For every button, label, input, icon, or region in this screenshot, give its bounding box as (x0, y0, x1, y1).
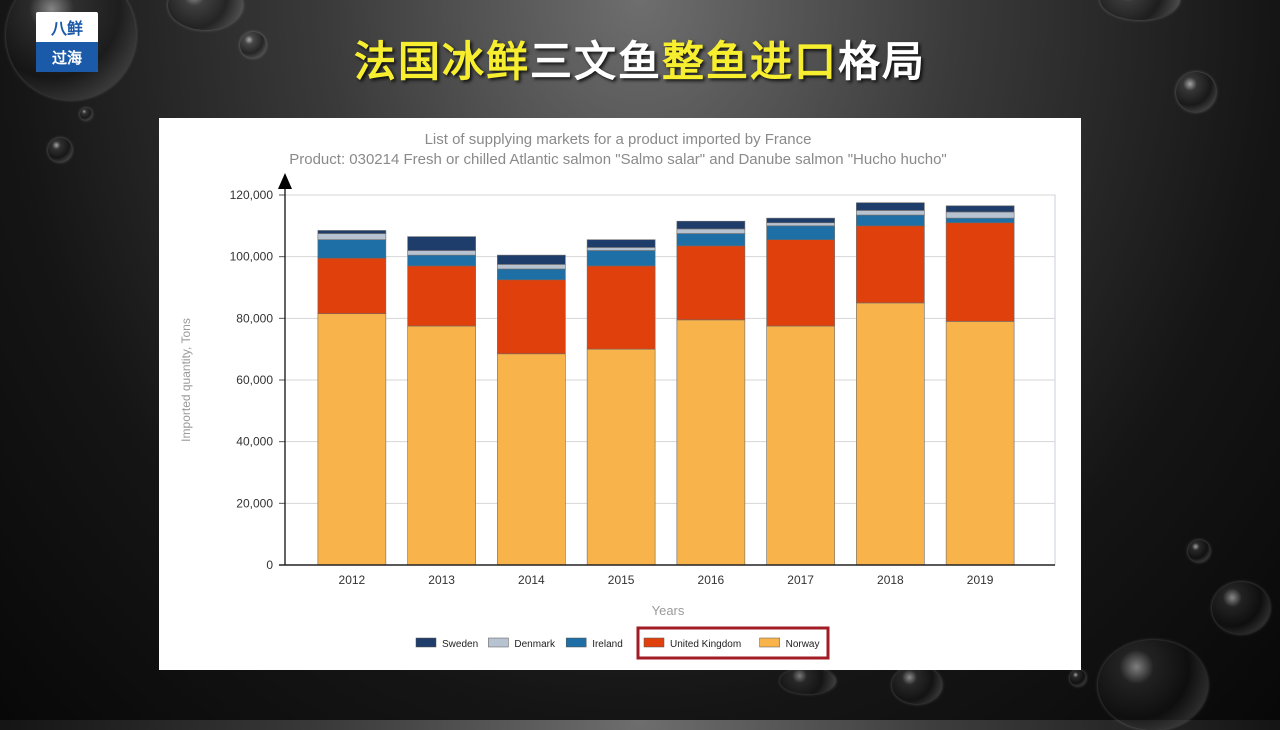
bar-segment-united-kingdom (317, 257, 387, 315)
legend-label: Sweden (442, 639, 478, 650)
y-tick-label: 40,000 (236, 435, 273, 449)
bar-segment-sweden (586, 239, 656, 248)
chart-subtitle: Product: 030214 Fresh or chilled Atlanti… (289, 151, 947, 168)
decorative-bubble (1098, 640, 1208, 730)
legend-swatch (643, 637, 665, 648)
legend-swatch (488, 637, 509, 648)
y-tick-label: 60,000 (236, 373, 273, 387)
decorative-bubble (80, 108, 92, 120)
stacked-bar-chart: List of supplying markets for a product … (179, 131, 1056, 660)
x-tick-label: 2019 (967, 573, 994, 587)
bar-segment-denmark (945, 211, 1015, 219)
y-axis-arrow-icon (278, 173, 292, 189)
bar-segment-sweden (945, 205, 1015, 213)
bar-segment-denmark (407, 250, 476, 256)
slide-title-part: 三文鱼 (529, 37, 662, 86)
x-tick-label: 2018 (877, 573, 904, 587)
legend-swatch (759, 637, 780, 648)
bar-segment-norway (317, 313, 387, 566)
legend-highlight-box (636, 626, 830, 660)
bar-segment-ireland (497, 268, 566, 281)
y-tick-label: 20,000 (236, 496, 273, 510)
decorative-bubble (1070, 670, 1086, 686)
bar-segment-norway (497, 353, 566, 566)
decorative-bubble (240, 32, 266, 58)
slide-title-part: 格局 (838, 37, 927, 86)
logo-bottom-text: 过海 (36, 42, 98, 72)
bar-segment-norway (676, 319, 746, 566)
legend-swatch (565, 637, 587, 648)
bar-segment-denmark (856, 210, 925, 216)
bar-segment-sweden (497, 254, 566, 265)
legend-label: Norway (786, 639, 820, 650)
decorative-bubble (780, 668, 836, 694)
legend-label: Denmark (514, 639, 556, 650)
bar-segment-sweden (856, 202, 925, 211)
bar-segment-denmark (497, 264, 566, 270)
bar-segment-ireland (766, 225, 835, 241)
bar-segment-ireland (586, 250, 656, 267)
brand-logo: 八鲜 过海 (36, 12, 98, 72)
bar-segment-united-kingdom (407, 265, 476, 327)
bar-segment-norway (407, 325, 476, 566)
grid-layer (284, 194, 1056, 566)
axes-layer: 0 20,000 40,000 60,000 80,000 100,000 120,000 2… (230, 173, 1055, 587)
bar-segment-sweden (676, 220, 746, 230)
bar-segment-denmark (317, 233, 387, 241)
decorative-bubble (1212, 582, 1270, 634)
slide-title-part: 法国冰鲜 (353, 37, 530, 86)
bar-segment-sweden (407, 236, 476, 251)
bar-segment-united-kingdom (766, 239, 835, 327)
bar-segment-denmark (586, 247, 656, 251)
legend: Sweden Denmark Ireland United Kingdom Norway (415, 626, 830, 660)
y-tick-label: 120,000 (230, 188, 274, 202)
y-tick-label: 80,000 (236, 311, 273, 325)
bar-segment-sweden (317, 230, 387, 234)
bar-segment-ireland (676, 233, 746, 247)
bar-segment-united-kingdom (945, 222, 1015, 322)
y-axis-label: Imported quantity, Tons (179, 318, 193, 442)
bar-segment-denmark (676, 228, 746, 234)
bar-segment-norway (856, 302, 925, 566)
bar-segment-norway (945, 321, 1015, 566)
bar-segment-ireland (945, 217, 1015, 224)
bar-segment-united-kingdom (586, 265, 656, 350)
chart-panel: List of supplying markets for a product … (159, 118, 1081, 670)
decorative-bubble (1188, 540, 1210, 562)
decorative-bubble (1100, 0, 1180, 20)
bar-segment-norway (586, 348, 656, 566)
legend-label: Ireland (592, 639, 623, 650)
decorative-bubble (892, 666, 942, 704)
chart-title: List of supplying markets for a product … (425, 131, 812, 148)
bar-segment-ireland (317, 239, 387, 259)
bar-segment-ireland (856, 214, 925, 227)
decorative-bubble (168, 0, 243, 30)
bar-segment-united-kingdom (497, 279, 566, 355)
x-tick-label: 2015 (608, 573, 635, 587)
bar-segment-united-kingdom (676, 245, 746, 321)
x-tick-label: 2014 (518, 573, 545, 587)
decorative-bubble (1176, 72, 1216, 112)
bar-segment-norway (766, 325, 835, 566)
slide-title: 法国冰鲜三文鱼整鱼进口格局 (0, 28, 1280, 89)
slide-title-part: 整鱼进口 (662, 37, 839, 86)
bar-segment-sweden (766, 217, 835, 224)
y-tick-label: 100,000 (230, 250, 274, 264)
x-tick-label: 2017 (787, 573, 814, 587)
logo-top-text: 八鲜 (50, 19, 83, 38)
legend-swatch (415, 637, 437, 648)
bar-segment-united-kingdom (856, 225, 925, 304)
x-axis-label: Years (652, 603, 685, 618)
legend-label: United Kingdom (670, 639, 741, 650)
x-tick-label: 2012 (339, 573, 366, 587)
bars-layer (317, 202, 1015, 566)
decorative-bubble (48, 138, 72, 162)
bar-segment-denmark (766, 222, 835, 227)
x-tick-label: 2016 (698, 573, 725, 587)
x-tick-label: 2013 (428, 573, 455, 587)
bar-segment-ireland (407, 254, 476, 267)
y-tick-label: 0 (266, 558, 273, 572)
